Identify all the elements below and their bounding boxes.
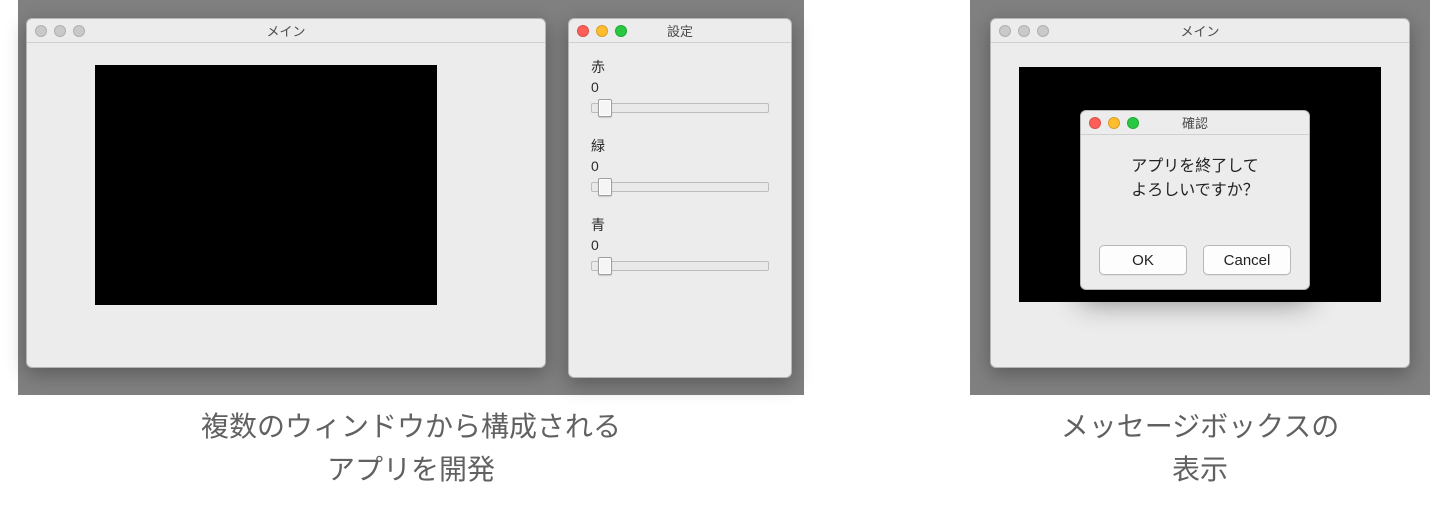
minimize-icon[interactable] <box>1018 25 1030 37</box>
slider-green[interactable] <box>591 177 769 197</box>
settings-window: 設定 赤 0 緑 0 青 0 <box>568 18 792 378</box>
main-window-right-title: メイン <box>1180 21 1219 40</box>
settings-window-title: 設定 <box>667 21 693 40</box>
cancel-button[interactable]: Cancel <box>1203 245 1291 275</box>
zoom-icon[interactable] <box>73 25 85 37</box>
confirm-dialog-buttons: OK Cancel <box>1095 245 1295 277</box>
settings-window-titlebar[interactable]: 設定 <box>569 19 791 43</box>
traffic-lights <box>1089 111 1139 134</box>
color-canvas <box>95 65 437 305</box>
slider-group-green: 緑 0 <box>591 136 769 197</box>
ok-button[interactable]: OK <box>1099 245 1187 275</box>
slider-red[interactable] <box>591 98 769 118</box>
minimize-icon[interactable] <box>596 25 608 37</box>
minimize-icon[interactable] <box>54 25 66 37</box>
traffic-lights <box>577 19 627 42</box>
traffic-lights <box>35 19 85 42</box>
close-icon[interactable] <box>1089 117 1101 129</box>
slider-track <box>591 261 769 271</box>
confirm-dialog-message: アプリを終了して よろしいですか？ <box>1095 149 1295 245</box>
caption-left: 複数のウィンドウから構成される アプリを開発 <box>18 405 804 492</box>
slider-thumb[interactable] <box>598 178 612 196</box>
slider-value: 0 <box>591 79 769 95</box>
slider-thumb[interactable] <box>598 99 612 117</box>
close-icon[interactable] <box>999 25 1011 37</box>
slider-group-blue: 青 0 <box>591 215 769 276</box>
close-icon[interactable] <box>35 25 47 37</box>
zoom-icon[interactable] <box>1127 117 1139 129</box>
zoom-icon[interactable] <box>615 25 627 37</box>
slider-value: 0 <box>591 158 769 174</box>
caption-right: メッセージボックスの 表示 <box>970 405 1430 492</box>
slider-label: 青 <box>591 215 769 235</box>
slider-label: 赤 <box>591 57 769 77</box>
minimize-icon[interactable] <box>1108 117 1120 129</box>
confirm-dialog-titlebar[interactable]: 確認 <box>1081 111 1309 135</box>
slider-label: 緑 <box>591 136 769 156</box>
settings-body: 赤 0 緑 0 青 0 <box>569 43 791 304</box>
traffic-lights <box>999 19 1049 42</box>
left-desktop: メイン 設定 赤 0 緑 0 <box>18 0 804 395</box>
confirm-dialog-body: アプリを終了して よろしいですか？ OK Cancel <box>1081 135 1309 289</box>
slider-thumb[interactable] <box>598 257 612 275</box>
main-window-left: メイン <box>26 18 546 368</box>
confirm-dialog: 確認 アプリを終了して よろしいですか？ OK Cancel <box>1080 110 1310 290</box>
right-desktop: メイン 確認 アプリを終了して よろしいですか？ OK Cancel <box>970 0 1430 395</box>
close-icon[interactable] <box>577 25 589 37</box>
slider-track <box>591 103 769 113</box>
slider-blue[interactable] <box>591 256 769 276</box>
main-window-right-titlebar[interactable]: メイン <box>991 19 1409 43</box>
slider-track <box>591 182 769 192</box>
slider-group-red: 赤 0 <box>591 57 769 118</box>
main-window-left-titlebar[interactable]: メイン <box>27 19 545 43</box>
zoom-icon[interactable] <box>1037 25 1049 37</box>
confirm-dialog-title: 確認 <box>1182 113 1208 132</box>
slider-value: 0 <box>591 237 769 253</box>
main-window-left-title: メイン <box>266 21 305 40</box>
